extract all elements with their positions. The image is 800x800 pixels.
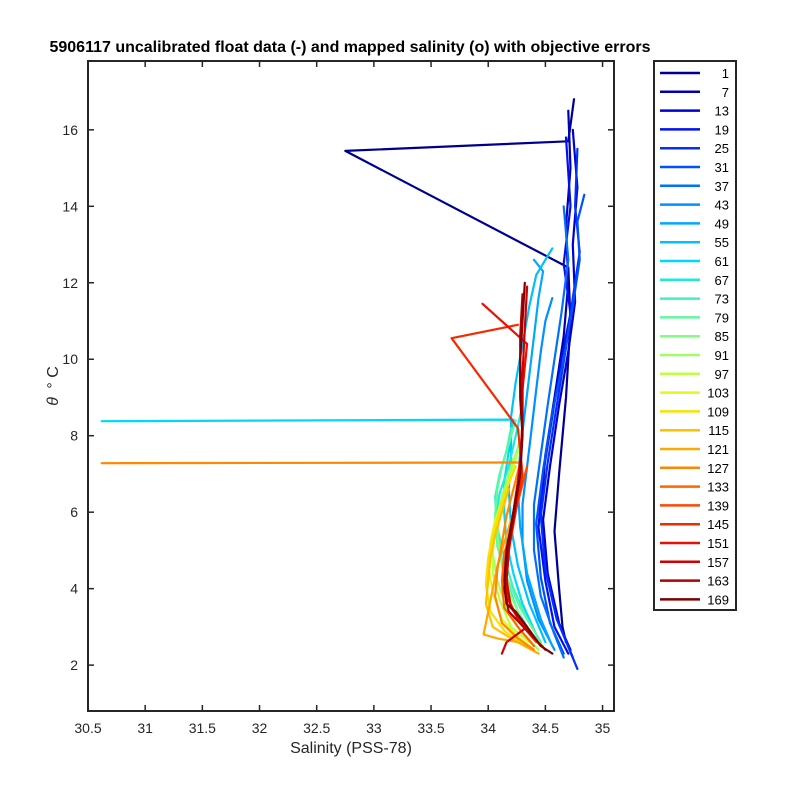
plot-area xyxy=(88,61,614,711)
y-tick-label: 10 xyxy=(62,351,78,367)
legend-label-115: 115 xyxy=(708,423,729,438)
y-tick-label: 2 xyxy=(70,657,78,673)
legend-label-103: 103 xyxy=(707,386,729,401)
series-line-115 xyxy=(484,488,533,651)
legend-items: 1 7 13 19 25 31 37 43 49 55 61 67 73 79 85 91 97 103 109 11… xyxy=(660,66,729,607)
legend-label-1: 1 xyxy=(722,66,729,81)
legend-label-157: 157 xyxy=(707,555,729,570)
legend-label-169: 169 xyxy=(707,592,729,607)
legend-label-73: 73 xyxy=(715,292,729,307)
y-axis-label: θ ° C xyxy=(45,366,62,406)
series-line-31 xyxy=(535,193,586,655)
x-tick-label: 31 xyxy=(137,720,153,736)
legend-label-109: 109 xyxy=(707,404,729,419)
legend-label-163: 163 xyxy=(707,574,729,589)
series-line-169 xyxy=(503,281,554,655)
y-tick-label: 16 xyxy=(62,122,78,138)
x-tick-label: 34 xyxy=(480,720,496,736)
legend-label-79: 79 xyxy=(715,310,729,325)
legend-label-151: 151 xyxy=(707,536,729,551)
legend-label-49: 49 xyxy=(715,216,729,231)
legend-label-61: 61 xyxy=(715,254,729,269)
y-tick-label: 4 xyxy=(70,581,78,597)
plot-frame xyxy=(87,60,615,712)
x-tick-label: 31.5 xyxy=(189,720,216,736)
legend-label-55: 55 xyxy=(715,235,729,250)
legend-label-7: 7 xyxy=(722,85,729,100)
series-layer xyxy=(100,98,586,670)
legend-label-121: 121 xyxy=(707,442,729,457)
chart-title: 5906117 uncalibrated float data (-) and … xyxy=(49,39,650,56)
y-axis-unit: ° C xyxy=(45,366,62,388)
legend-label-67: 67 xyxy=(715,273,729,288)
legend-label-133: 133 xyxy=(707,480,729,495)
series-line-13 xyxy=(542,128,579,659)
series-line-1 xyxy=(344,98,576,644)
legend-label-91: 91 xyxy=(715,348,729,363)
y-axis: 2 4 6 8 10 12 14 16 xyxy=(62,122,614,673)
series-line-121 xyxy=(482,518,540,655)
series-line-109 xyxy=(484,465,526,648)
y-axis-symbol: θ xyxy=(45,397,62,406)
x-tick-label: 32 xyxy=(252,720,268,736)
series-line-127 xyxy=(100,461,536,651)
legend-label-127: 127 xyxy=(707,461,729,476)
x-axis-label: Salinity (PSS-78) xyxy=(290,740,412,757)
legend-label-37: 37 xyxy=(715,179,729,194)
series-line-37 xyxy=(532,205,570,659)
legend-label-19: 19 xyxy=(715,122,729,137)
x-axis: 30.5 31 31.5 32 32.5 33 33.5 34 34.5 35 xyxy=(74,61,611,736)
legend-label-31: 31 xyxy=(715,160,729,175)
legend-label-145: 145 xyxy=(707,517,729,532)
y-tick-label: 8 xyxy=(70,428,78,444)
legend-label-43: 43 xyxy=(715,198,729,213)
legend-label-13: 13 xyxy=(715,104,729,119)
legend-label-97: 97 xyxy=(715,367,729,382)
legend-label-85: 85 xyxy=(715,329,729,344)
y-tick-label: 6 xyxy=(70,504,78,520)
series-line-79 xyxy=(494,419,538,636)
x-tick-label: 32.5 xyxy=(303,720,330,736)
legend: 1 7 13 19 25 31 37 43 49 55 61 67 73 79 85 91 97 103 109 11… xyxy=(653,60,737,611)
x-tick-label: 30.5 xyxy=(74,720,101,736)
svg-text:θ ° C: θ ° C xyxy=(45,366,62,406)
x-tick-label: 35 xyxy=(595,720,611,736)
legend-label-139: 139 xyxy=(707,498,729,513)
y-tick-label: 14 xyxy=(62,198,78,214)
x-tick-label: 34.5 xyxy=(532,720,559,736)
y-tick-label: 12 xyxy=(62,275,78,291)
legend-label-25: 25 xyxy=(715,141,729,156)
x-tick-label: 33.5 xyxy=(417,720,444,736)
x-tick-label: 33 xyxy=(366,720,382,736)
